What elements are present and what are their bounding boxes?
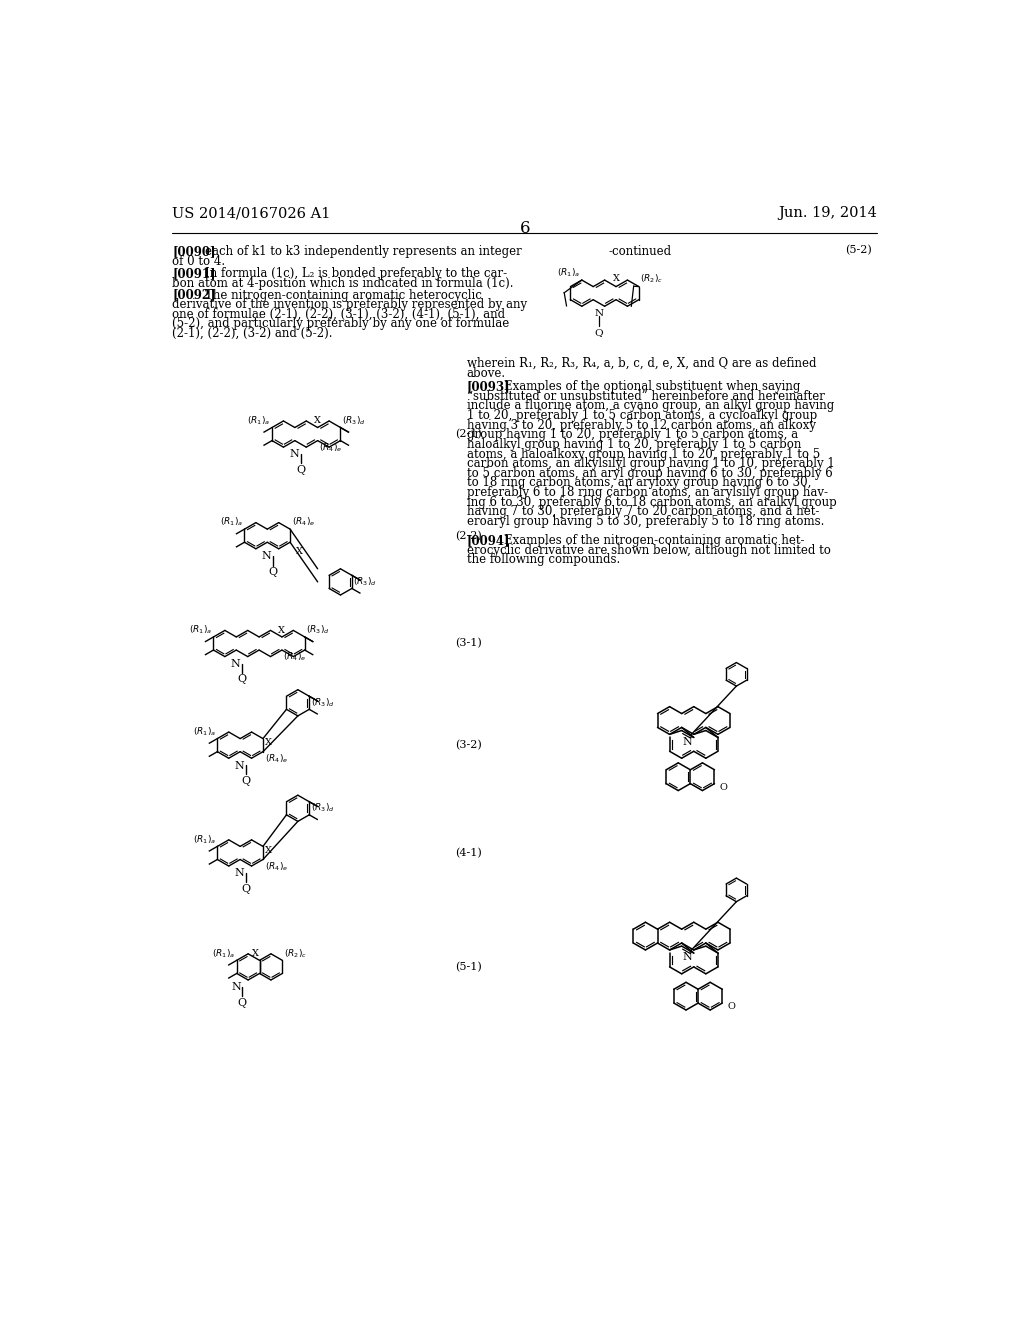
Text: N: N bbox=[234, 869, 245, 878]
Text: 1 to 20, preferably 1 to 5 carbon atoms, a cycloalkyl group: 1 to 20, preferably 1 to 5 carbon atoms,… bbox=[467, 409, 817, 422]
Text: $(R_3)_d$: $(R_3)_d$ bbox=[353, 576, 377, 587]
Text: $(R_4)_e$: $(R_4)_e$ bbox=[292, 516, 315, 528]
Text: X: X bbox=[279, 626, 286, 635]
Text: [0092]: [0092] bbox=[172, 289, 216, 301]
Text: having 3 to 20, preferably 5 to 12 carbon atoms, an alkoxy: having 3 to 20, preferably 5 to 12 carbo… bbox=[467, 418, 816, 432]
Text: atoms, a haloalkoxy group having 1 to 20, preferably 1 to 5: atoms, a haloalkoxy group having 1 to 20… bbox=[467, 447, 820, 461]
Text: N: N bbox=[230, 659, 241, 669]
Text: eroaryl group having 5 to 30, preferably 5 to 18 ring atoms.: eroaryl group having 5 to 30, preferably… bbox=[467, 515, 824, 528]
Text: Q: Q bbox=[595, 327, 603, 337]
Text: N: N bbox=[262, 552, 271, 561]
Text: -continued: -continued bbox=[608, 246, 672, 259]
Text: Q: Q bbox=[238, 675, 247, 684]
Text: $(R_4)_e$: $(R_4)_e$ bbox=[264, 752, 288, 766]
Text: $(R_1)_a$: $(R_1)_a$ bbox=[188, 623, 212, 636]
Text: $(R_2)_c$: $(R_2)_c$ bbox=[640, 272, 664, 285]
Text: $(R_4)_e$: $(R_4)_e$ bbox=[264, 861, 288, 873]
Text: each of k1 to k3 independently represents an integer: each of k1 to k3 independently represent… bbox=[205, 246, 521, 259]
Text: (4-1): (4-1) bbox=[455, 847, 482, 858]
Text: 6: 6 bbox=[519, 220, 530, 238]
Text: having 7 to 30, preferably 7 to 20 carbon atoms, and a het-: having 7 to 30, preferably 7 to 20 carbo… bbox=[467, 506, 819, 519]
Text: above.: above. bbox=[467, 367, 506, 380]
Text: bon atom at 4-position which is indicated in formula (1c).: bon atom at 4-position which is indicate… bbox=[172, 277, 514, 289]
Text: include a fluorine atom, a cyano group, an alkyl group having: include a fluorine atom, a cyano group, … bbox=[467, 400, 834, 412]
Text: derivative of the invention is preferably represented by any: derivative of the invention is preferabl… bbox=[172, 298, 527, 312]
Text: $(R_3)_d$: $(R_3)_d$ bbox=[306, 623, 330, 636]
Text: $(R_4)_e$: $(R_4)_e$ bbox=[319, 441, 342, 454]
Text: [0093]: [0093] bbox=[467, 380, 510, 393]
Text: one of formulae (2-1), (2-2), (3-1), (3-2), (4-1), (5-1), and: one of formulae (2-1), (2-2), (3-1), (3-… bbox=[172, 308, 505, 321]
Text: N: N bbox=[234, 760, 245, 771]
Text: Q: Q bbox=[296, 465, 305, 475]
Text: (5-1): (5-1) bbox=[455, 962, 482, 972]
Text: (2-2): (2-2) bbox=[455, 531, 482, 541]
Text: Q: Q bbox=[242, 776, 251, 785]
Text: [0090]: [0090] bbox=[172, 246, 216, 259]
Text: $(R_3)_d$: $(R_3)_d$ bbox=[342, 414, 366, 426]
Text: The nitrogen-containing aromatic heterocyclic: The nitrogen-containing aromatic heteroc… bbox=[205, 289, 481, 301]
Text: N: N bbox=[289, 449, 299, 459]
Text: X: X bbox=[252, 949, 259, 958]
Text: X: X bbox=[296, 546, 303, 556]
Text: of 0 to 4.: of 0 to 4. bbox=[172, 255, 225, 268]
Text: $(R_3)_d$: $(R_3)_d$ bbox=[311, 801, 335, 814]
Text: wherein R₁, R₂, R₃, R₄, a, b, c, d, e, X, and Q are as defined: wherein R₁, R₂, R₃, R₄, a, b, c, d, e, X… bbox=[467, 358, 816, 370]
Text: to 18 ring carbon atoms, an aryloxy group having 6 to 30,: to 18 ring carbon atoms, an aryloxy grou… bbox=[467, 477, 811, 490]
Text: (5-2): (5-2) bbox=[845, 246, 872, 256]
Text: X: X bbox=[264, 738, 271, 747]
Text: preferably 6 to 18 ring carbon atoms, an arylsilyl group hav-: preferably 6 to 18 ring carbon atoms, an… bbox=[467, 486, 827, 499]
Text: haloalkyl group having 1 to 20, preferably 1 to 5 carbon: haloalkyl group having 1 to 20, preferab… bbox=[467, 438, 801, 451]
Text: N: N bbox=[683, 737, 692, 747]
Text: to 5 carbon atoms, an aryl group having 6 to 30, preferably 6: to 5 carbon atoms, an aryl group having … bbox=[467, 467, 833, 479]
Text: X: X bbox=[314, 416, 322, 425]
Text: Jun. 19, 2014: Jun. 19, 2014 bbox=[778, 206, 878, 220]
Text: (3-1): (3-1) bbox=[455, 639, 482, 648]
Text: (5-2), and particularly preferably by any one of formulae: (5-2), and particularly preferably by an… bbox=[172, 317, 509, 330]
Text: (2-1), (2-2), (3-2) and (5-2).: (2-1), (2-2), (3-2) and (5-2). bbox=[172, 327, 333, 341]
Text: $(R_1)_a$: $(R_1)_a$ bbox=[193, 725, 216, 738]
Text: O: O bbox=[728, 1002, 735, 1011]
Text: Q: Q bbox=[238, 998, 247, 1007]
Text: carbon atoms, an alkylsilyl group having 1 to 10, preferably 1: carbon atoms, an alkylsilyl group having… bbox=[467, 457, 835, 470]
Text: $(R_3)_d$: $(R_3)_d$ bbox=[311, 696, 335, 709]
Text: “substituted or unsubstituted” hereinbefore and hereinafter: “substituted or unsubstituted” hereinbef… bbox=[467, 389, 824, 403]
Text: erocyclic derivative are shown below, although not limited to: erocyclic derivative are shown below, al… bbox=[467, 544, 830, 557]
Text: $(R_1)_a$: $(R_1)_a$ bbox=[557, 267, 581, 279]
Text: $(R_1)_a$: $(R_1)_a$ bbox=[248, 414, 270, 426]
Text: $(R_1)_a$: $(R_1)_a$ bbox=[193, 833, 216, 846]
Text: (2-1): (2-1) bbox=[455, 429, 482, 440]
Text: Q: Q bbox=[242, 884, 251, 894]
Text: [0094]: [0094] bbox=[467, 535, 510, 548]
Text: [0091]: [0091] bbox=[172, 267, 216, 280]
Text: US 2014/0167026 A1: US 2014/0167026 A1 bbox=[172, 206, 331, 220]
Text: N: N bbox=[594, 309, 603, 318]
Text: X: X bbox=[612, 273, 620, 282]
Text: ing 6 to 30, preferably 6 to 18 carbon atoms, an aralkyl group: ing 6 to 30, preferably 6 to 18 carbon a… bbox=[467, 496, 837, 508]
Text: (3-2): (3-2) bbox=[455, 741, 482, 750]
Text: $(R_1)_a$: $(R_1)_a$ bbox=[220, 516, 243, 528]
Text: O: O bbox=[720, 783, 728, 792]
Text: N: N bbox=[683, 952, 692, 962]
Text: $(R_4)_e$: $(R_4)_e$ bbox=[284, 651, 307, 664]
Text: $(R_1)_a$: $(R_1)_a$ bbox=[212, 946, 236, 960]
Text: In formula (1c), L₂ is bonded preferably to the car-: In formula (1c), L₂ is bonded preferably… bbox=[205, 267, 507, 280]
Text: Examples of the nitrogen-containing aromatic het-: Examples of the nitrogen-containing arom… bbox=[504, 535, 805, 548]
Text: N: N bbox=[231, 982, 241, 993]
Text: $(R_2)_c$: $(R_2)_c$ bbox=[284, 946, 307, 960]
Text: Examples of the optional substituent when saying: Examples of the optional substituent whe… bbox=[504, 380, 800, 393]
Text: group having 1 to 20, preferably 1 to 5 carbon atoms, a: group having 1 to 20, preferably 1 to 5 … bbox=[467, 428, 798, 441]
Text: Q: Q bbox=[268, 568, 278, 577]
Text: X: X bbox=[264, 846, 271, 855]
Text: the following compounds.: the following compounds. bbox=[467, 553, 620, 566]
